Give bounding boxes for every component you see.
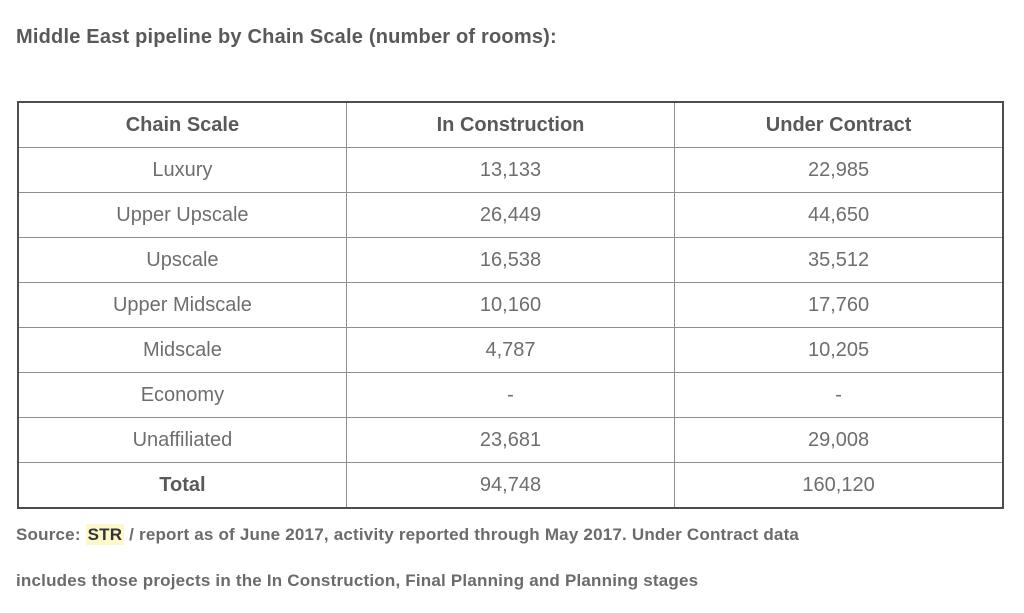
cell-in-construction: 13,133 [345,147,676,193]
table-row-economy: Economy - - [17,372,1004,418]
cell-under-contract-total: 160,120 [674,462,1004,509]
table-header: Chain Scale In Construction Under Contra… [17,101,1004,148]
cell-in-construction: 16,538 [345,237,676,283]
cell-in-construction: - [345,372,676,418]
table-row-upper-midscale: Upper Midscale 10,160 17,760 [17,282,1004,328]
cell-chain-scale: Upper Upscale [17,192,347,238]
page-title: Middle East pipeline by Chain Scale (num… [16,26,557,48]
table-row-midscale: Midscale 4,787 10,205 [17,327,1004,373]
cell-in-construction: 4,787 [345,327,676,373]
column-header-in-construction: In Construction [345,101,676,148]
source-note-line-2: includes those projects in the In Constr… [16,571,699,590]
cell-under-contract: 44,650 [674,192,1004,238]
cell-chain-scale: Upper Midscale [17,282,347,328]
table-body: Luxury 13,133 22,985 Upper Upscale 26,44… [17,147,1004,509]
table-row-total: Total 94,748 160,120 [17,462,1004,509]
cell-chain-scale: Midscale [17,327,347,373]
cell-under-contract: - [674,372,1004,418]
cell-chain-scale: Economy [17,372,347,418]
cell-under-contract: 10,205 [674,327,1004,373]
cell-under-contract: 22,985 [674,147,1004,193]
cell-in-construction-total: 94,748 [345,462,676,509]
cell-under-contract: 17,760 [674,282,1004,328]
source-label: Source: [16,525,86,544]
table-row-upscale: Upscale 16,538 35,512 [17,237,1004,283]
cell-chain-scale-total: Total [17,462,347,509]
cell-in-construction: 23,681 [345,417,676,463]
cell-in-construction: 26,449 [345,192,676,238]
cell-chain-scale: Upscale [17,237,347,283]
pipeline-table: Chain Scale In Construction Under Contra… [17,101,1004,509]
table-row-luxury: Luxury 13,133 22,985 [17,147,1004,193]
header-row: Chain Scale In Construction Under Contra… [17,101,1004,148]
table-row-upper-upscale: Upper Upscale 26,449 44,650 [17,192,1004,238]
column-header-under-contract: Under Contract [674,101,1004,148]
cell-chain-scale: Luxury [17,147,347,193]
cell-in-construction: 10,160 [345,282,676,328]
cell-under-contract: 29,008 [674,417,1004,463]
source-note-line-1: Source: STR / report as of June 2017, ac… [16,524,1008,546]
source-highlight-str: STR [85,524,125,545]
table-row-unaffiliated: Unaffiliated 23,681 29,008 [17,417,1004,463]
source-note-rest: / report as of June 2017, activity repor… [124,525,800,544]
column-header-chain-scale: Chain Scale [17,101,347,148]
cell-under-contract: 35,512 [674,237,1004,283]
cell-chain-scale: Unaffiliated [17,417,347,463]
